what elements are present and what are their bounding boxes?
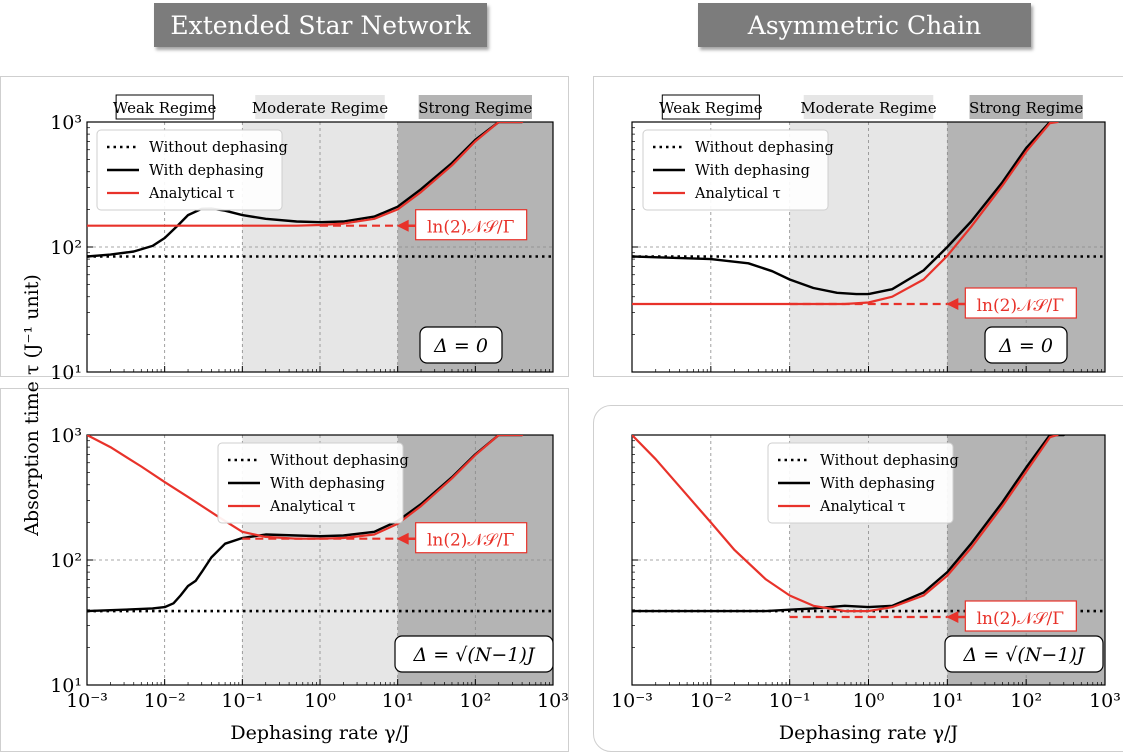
x-tick-label: 10¹ (382, 690, 414, 712)
y-tick-label: 10¹ (50, 675, 82, 697)
arrow-label-box (415, 522, 528, 554)
legend-box (217, 442, 404, 524)
x-axis-label: Dephasing rate γ/J (230, 722, 409, 744)
legend-label: Without dephasing (820, 453, 959, 469)
delta-annotation: Δ = √(N−1)J (413, 644, 536, 666)
y-axis-label: Absorption time τ (J⁻¹ unit) (21, 274, 43, 537)
x-tick-label: 10⁻² (144, 690, 186, 712)
legend-label: Analytical τ (819, 499, 906, 515)
arrow-head (946, 610, 959, 623)
legend-box (767, 442, 954, 524)
x-tick-label: 10³ (537, 690, 569, 712)
legend-label: Without dephasing (695, 140, 834, 156)
series-group (632, 122, 1105, 306)
arrow-label: ln(2)𝒩𝒮/Γ (977, 609, 1065, 629)
series-line-analytical- (87, 122, 524, 227)
x-tick-label: 10⁻² (690, 690, 732, 712)
legend-box (96, 129, 283, 211)
legend-label: With dephasing (149, 163, 264, 179)
series-line-with-dephasing (87, 122, 524, 258)
legend: Without dephasing With dephasing Analytica… (642, 129, 834, 211)
regime-label-moderate: Moderate Regime (252, 99, 388, 117)
delta-annotation-box (419, 326, 503, 364)
legend: Without dephasing With dephasing Analytica… (767, 442, 959, 524)
arrow-label: ln(2)𝒩𝒮/Γ (427, 531, 515, 551)
arrow-head (396, 532, 409, 545)
legend-label: Analytical τ (148, 186, 235, 202)
series-group (632, 435, 1105, 619)
regime-label-weak: Weak Regime (659, 99, 763, 117)
arrow-head (946, 297, 959, 310)
regime-label-strong: Strong Regime (969, 99, 1083, 117)
header-right-label: Asymmetric Chain (747, 10, 982, 40)
regime-label-moderate: Moderate Regime (800, 99, 936, 117)
y-tick-label: 10¹ (50, 362, 82, 384)
chart-panel-3: 10⁻³ 10⁻² 10⁻¹ 10⁰ 10¹ 10² 10³ Dephasing rate γ… (611, 434, 1121, 744)
x-tick-label: 10⁻¹ (221, 690, 263, 712)
x-tick-label: 10⁻³ (66, 690, 108, 712)
x-tick-label: 10⁻³ (611, 690, 653, 712)
header-left-label: Extended Star Network (170, 10, 471, 40)
legend-label: Without dephasing (270, 453, 409, 469)
panel-frame-top-right (593, 76, 1123, 377)
legend-label: Analytical τ (694, 186, 781, 202)
x-tick-label: 10⁻¹ (769, 690, 811, 712)
delta-annotation: Δ = 0 (433, 335, 488, 357)
legend-label: With dephasing (270, 476, 385, 492)
delta-annotation-box (944, 635, 1104, 673)
series-line-with-dephasing (632, 435, 1065, 613)
regime-label-box-moderate (255, 95, 385, 119)
legend: Without dephasing With dephasing Analytica… (217, 442, 409, 524)
y-tick-label: 10³ (50, 112, 82, 134)
regime-label-strong: Strong Regime (418, 99, 532, 117)
x-tick-label: 10² (1010, 690, 1042, 712)
y-tick-label: 10² (50, 237, 82, 259)
y-tick-label: 10³ (50, 425, 82, 447)
arrow-label-box (964, 287, 1077, 319)
series-line-analytical- (632, 435, 1059, 613)
chart-panel-0: 10¹ 10² 10³ Weak Regime Moderate Regime Stron… (50, 94, 554, 384)
delta-annotation-box (984, 326, 1068, 364)
legend-box (642, 129, 829, 211)
legend-label: Analytical τ (269, 499, 356, 515)
series-group (87, 122, 553, 258)
x-tick-label: 10² (459, 690, 491, 712)
legend-label: With dephasing (820, 476, 935, 492)
panel-frame-top-left (0, 76, 569, 377)
header-asymmetric-chain: Asymmetric Chain (698, 3, 1031, 47)
delta-annotation-box (394, 635, 554, 673)
arrow-label-box (415, 209, 528, 241)
legend-label: With dephasing (695, 163, 810, 179)
arrow-label: ln(2)𝒩𝒮/Γ (977, 296, 1065, 316)
legend-label: Without dephasing (149, 140, 288, 156)
arrow-head (396, 219, 409, 232)
regime-label-box-moderate (803, 95, 934, 119)
regime-label-box-weak (115, 94, 214, 120)
header-extended-star: Extended Star Network (154, 3, 487, 47)
x-tick-label: 10⁰ (304, 690, 336, 712)
arrow-label: ln(2)𝒩𝒮/Γ (427, 218, 515, 238)
series-group (87, 435, 553, 613)
x-tick-label: 10⁰ (853, 690, 885, 712)
x-tick-label: 10³ (1089, 690, 1121, 712)
regime-label-weak: Weak Regime (113, 99, 217, 117)
chart-panel-2: 10¹ 10² 10³ 10⁻³ 10⁻² 10⁻¹ 10⁰ 10¹ 10² 10³ Dephasi… (50, 425, 569, 744)
x-axis-label: Dephasing rate γ/J (779, 722, 958, 744)
y-tick-label: 10² (50, 550, 82, 572)
delta-annotation: Δ = 0 (998, 335, 1053, 357)
arrow-label-box (964, 600, 1077, 632)
x-tick-label: 10¹ (931, 690, 963, 712)
delta-annotation: Δ = √(N−1)J (963, 644, 1086, 666)
regime-label-box-weak (661, 94, 760, 120)
regime-label-box-strong (969, 95, 1083, 119)
series-line-with-dephasing (632, 122, 1052, 296)
legend: Without dephasing With dephasing Analytica… (96, 129, 288, 211)
chart-panel-1: Weak Regime Moderate Regime Strong Regime l… (631, 94, 1106, 373)
regime-label-box-strong (418, 95, 532, 119)
